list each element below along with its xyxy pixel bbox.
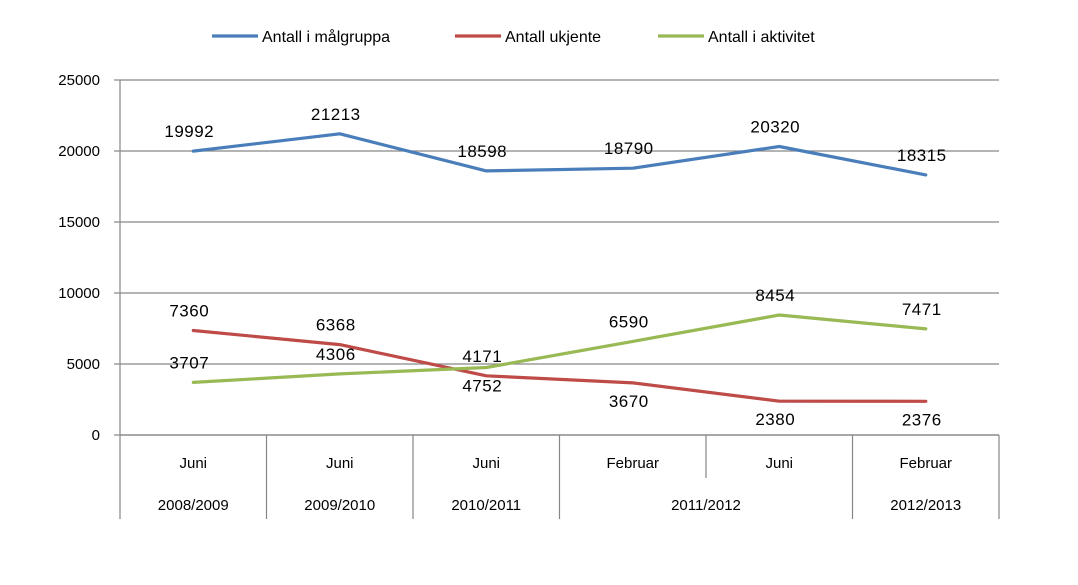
series-line [191, 132, 928, 177]
series-lines [191, 132, 928, 403]
data-label: 18790 [604, 139, 654, 158]
y-tick-label: 20000 [58, 143, 100, 160]
data-label: 20320 [750, 117, 800, 136]
data-label: 21213 [311, 105, 361, 124]
y-tick-label: 15000 [58, 214, 100, 231]
legend-label: Antall ukjente [505, 29, 601, 46]
x-tick-label: Februar [899, 455, 952, 472]
data-label: 8454 [755, 286, 795, 305]
gridlines [120, 79, 999, 436]
data-label: 4752 [462, 377, 502, 396]
x-tick-label: Februar [606, 455, 659, 472]
y-tick-label: 25000 [58, 72, 100, 89]
data-label: 6368 [316, 316, 356, 335]
x-group-label: 2011/2012 [671, 497, 741, 514]
y-axis: 0 5000 10000 15000 20000 25000 [58, 72, 121, 444]
data-label: 2376 [902, 410, 942, 429]
data-label: 3707 [169, 353, 209, 372]
x-tick-label: Juni [326, 455, 354, 472]
legend: Antall i målgruppa Antall ukjente Antall i… [212, 28, 815, 46]
data-labels: 19992 21213 18598 18790 20320 18315 7360 6368 41… [164, 105, 946, 429]
x-axis: Juni Juni Juni Februar Juni Februar 2008/2009 2… [119, 434, 1000, 519]
y-tick-label: 10000 [58, 285, 100, 302]
series-line [191, 313, 928, 384]
x-tick-label: Juni [179, 455, 207, 472]
x-tick-label: Juni [765, 455, 793, 472]
data-label: 4306 [316, 345, 356, 364]
data-label: 7471 [902, 300, 942, 319]
data-label: 18598 [457, 142, 507, 161]
legend-label: Antall i aktivitet [708, 29, 815, 46]
x-group-label: 2008/2009 [158, 497, 229, 514]
data-label: 6590 [609, 312, 649, 331]
x-group-label: 2010/2011 [451, 497, 521, 514]
legend-label: Antall i målgruppa [262, 28, 390, 46]
series-line [191, 328, 928, 403]
data-label: 19992 [164, 122, 214, 141]
y-tick-label: 5000 [67, 356, 100, 373]
y-tick-label: 0 [92, 427, 100, 444]
x-group-label: 2009/2010 [304, 497, 375, 514]
data-label: 18315 [897, 146, 947, 165]
x-tick-label: Juni [472, 455, 500, 472]
x-group-label: 2012/2013 [890, 497, 961, 514]
data-label: 3670 [609, 392, 649, 411]
data-label: 2380 [755, 410, 795, 429]
data-label: 7360 [169, 301, 209, 320]
data-label: 4171 [462, 347, 502, 366]
